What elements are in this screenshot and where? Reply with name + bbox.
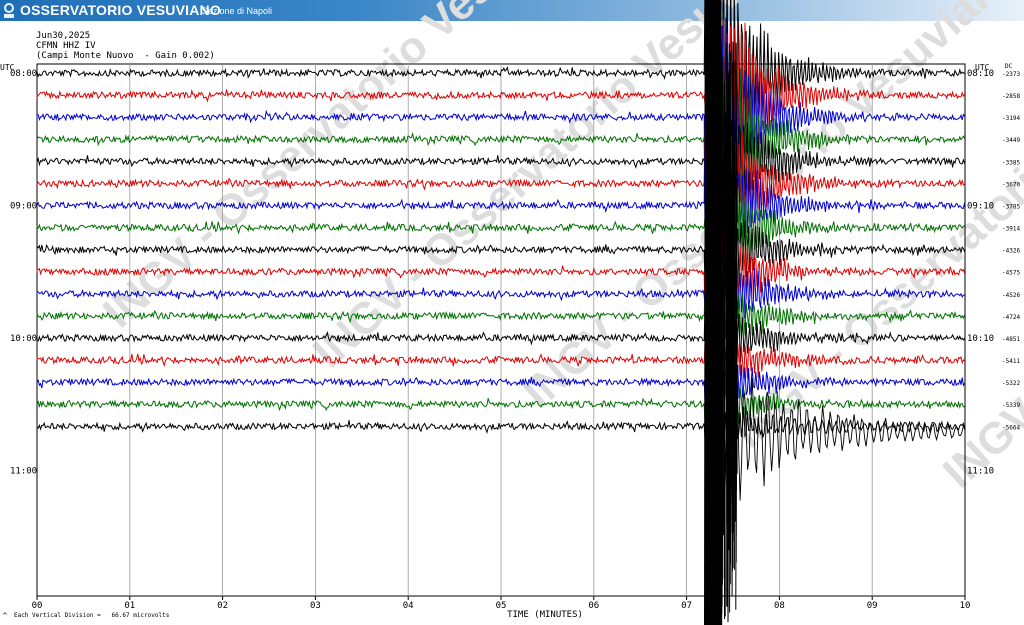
seismic-trace	[36, 150, 965, 342]
dc-column-label: DC	[1005, 63, 1013, 70]
right-time-label: 09:10	[967, 201, 994, 211]
x-tick-label: 02	[217, 601, 228, 611]
seismic-trace	[36, 0, 966, 296]
seismic-trace	[36, 220, 966, 351]
left-time-label: 10:00	[10, 334, 37, 344]
earthquake-stroke	[716, 0, 719, 625]
dc-offset-label: -4326	[1002, 248, 1020, 255]
dc-offset-label: -3385	[1002, 159, 1020, 166]
x-tick-label: 05	[496, 601, 507, 611]
record-date: Jun30,2025	[36, 31, 91, 41]
seismic-trace	[36, 0, 965, 285]
dc-offset-label: -3785	[1002, 203, 1020, 210]
x-tick-label: 07	[681, 601, 692, 611]
x-axis-label: TIME (MINUTES)	[507, 610, 583, 620]
earthquake-stroke	[728, 72, 731, 551]
ingv-logo-icon	[4, 3, 14, 18]
dc-offset-label: -4575	[1002, 270, 1020, 277]
seismic-trace	[36, 325, 965, 412]
dc-offset-label: -3194	[1002, 115, 1020, 122]
earthquake-stroke	[725, 113, 728, 524]
left-time-label: 11:00	[10, 466, 37, 476]
seismic-trace	[36, 48, 966, 274]
x-tick-label: 00	[32, 601, 43, 611]
title-banner: OSSERVATORIO VESUVIANO Sezione di Napoli	[0, 0, 1024, 21]
dc-offset-label: -5664	[1002, 424, 1020, 431]
dc-offset-label: -4526	[1002, 292, 1020, 299]
x-tick-label: 06	[588, 601, 599, 611]
vertical-division-note: Each Vertical Division = 66.67 microvolt…	[14, 612, 170, 619]
seismic-trace	[36, 336, 966, 417]
right-time-label: 08:10	[967, 69, 994, 79]
station-description: (Campi Monte Nuovo - Gain 0.002)	[36, 51, 215, 61]
seismic-trace	[36, 166, 966, 306]
x-tick-label: 01	[124, 601, 135, 611]
earthquake-stroke	[707, 0, 709, 625]
earthquake-stroke	[734, 162, 736, 500]
dc-offset-label: -5322	[1002, 380, 1020, 387]
x-tick-label: 09	[867, 601, 878, 611]
earthquake-stroke	[717, 0, 720, 625]
earthquake-stroke	[707, 0, 710, 625]
earthquake-coda	[718, 338, 965, 518]
earthquake-stroke	[733, 114, 735, 488]
x-tick-label: 10	[960, 601, 971, 611]
seismic-trace	[36, 0, 965, 284]
right-time-label: 10:10	[967, 334, 994, 344]
dc-offset-label: -4851	[1002, 336, 1020, 343]
corner-mark: ^	[2, 612, 8, 620]
seismic-trace	[36, 0, 966, 274]
organization-name: OSSERVATORIO VESUVIANO	[20, 2, 221, 18]
x-tick-label: 08	[774, 601, 785, 611]
earthquake-stroke	[715, 0, 718, 625]
right-utc-label: UTC	[975, 63, 990, 72]
dc-offset-label: -2858	[1002, 93, 1020, 100]
left-utc-label: UTC	[0, 63, 15, 72]
dc-offset-label: -4724	[1002, 314, 1020, 321]
left-time-label: 08:00	[10, 69, 37, 79]
earthquake-stroke	[727, 85, 730, 550]
left-time-label: 09:00	[10, 201, 37, 211]
seismic-trace	[36, 87, 966, 295]
seismic-trace	[36, 276, 966, 376]
dc-offset-label: -3670	[1002, 181, 1020, 188]
x-tick-label: 03	[310, 601, 321, 611]
dc-offset-label: -2373	[1002, 71, 1020, 78]
earthquake-stroke	[731, 178, 734, 476]
x-tick-label: 04	[403, 601, 414, 611]
seismic-trace	[36, 84, 965, 294]
dc-offset-label: -3449	[1002, 137, 1020, 144]
dc-offset-label: -5411	[1002, 358, 1020, 365]
dc-offset-label: -5339	[1002, 402, 1020, 409]
seismic-trace	[36, 392, 966, 458]
seismic-trace	[36, 214, 965, 338]
dc-offset-label: -3914	[1002, 226, 1020, 233]
station-code: CFMN HHZ IV	[36, 41, 96, 51]
section-name: Sezione di Napoli	[202, 6, 273, 16]
seismic-trace	[36, 372, 965, 452]
right-time-label: 11:10	[967, 466, 994, 476]
seismic-trace	[36, 271, 966, 377]
earthquake-burst	[704, 0, 738, 625]
